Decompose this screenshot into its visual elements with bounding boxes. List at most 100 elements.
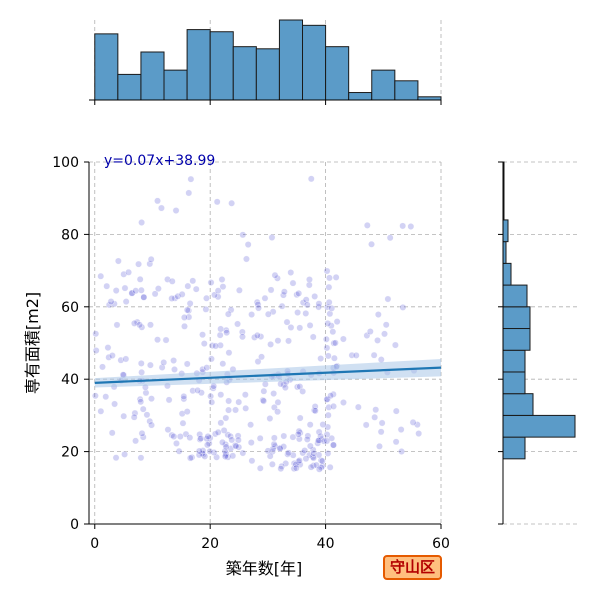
scatter-point <box>239 231 247 239</box>
scatter-point <box>326 310 334 318</box>
y-hist-bar <box>502 219 509 243</box>
scatter-point <box>264 310 272 318</box>
scatter-point <box>371 413 379 421</box>
scatter-point <box>329 328 337 336</box>
scatter-point <box>302 296 310 304</box>
scatter-point <box>146 417 154 425</box>
scatter-point <box>331 339 339 347</box>
scatter-point <box>292 461 300 468</box>
scatter-point <box>186 454 194 462</box>
scatter-point <box>378 419 386 427</box>
x-hist-bar <box>232 46 257 101</box>
x-hist-bar <box>278 19 304 101</box>
scatter-point <box>128 289 136 297</box>
scatter-point <box>277 465 285 473</box>
scatter-point <box>267 286 275 294</box>
scatter-point <box>315 437 322 445</box>
scatter-point <box>136 395 144 403</box>
scatter-point <box>280 432 288 440</box>
scatter-point <box>266 452 274 460</box>
scatter-point <box>200 450 207 458</box>
scatter-point <box>301 447 309 454</box>
scatter-point <box>325 298 333 306</box>
scatter-point <box>398 448 405 455</box>
scatter-point <box>164 426 172 434</box>
scatter-point <box>281 384 289 391</box>
scatter-point <box>154 285 162 293</box>
scatter-point <box>108 352 116 359</box>
scatter-point <box>264 447 272 455</box>
scatter-point <box>340 399 347 406</box>
scatter-point <box>234 320 241 328</box>
scatter-point <box>151 290 159 298</box>
scatter-point <box>221 447 229 455</box>
regression-equation: y=0.07x+38.99 <box>104 153 215 169</box>
scatter-point <box>239 449 247 457</box>
scatter-point <box>147 321 154 329</box>
scatter-point <box>192 285 200 293</box>
scatter-point <box>413 421 421 429</box>
scatter-point <box>185 189 193 197</box>
scatter-point <box>214 287 222 295</box>
scatter-point <box>243 255 250 263</box>
scatter-point <box>210 382 218 390</box>
scatter-point <box>370 351 378 359</box>
scatter-point <box>381 330 388 338</box>
scatter-point <box>219 438 226 446</box>
scatter-point <box>305 281 313 289</box>
scatter-point <box>105 353 113 361</box>
scatter-point <box>307 463 315 471</box>
scatter-point <box>104 344 112 352</box>
scatter-point <box>198 389 205 397</box>
scatter-point <box>302 455 310 463</box>
scatter-point <box>148 421 155 429</box>
scatter-point <box>216 331 224 339</box>
scatter-point <box>303 301 311 309</box>
scatter-point <box>232 406 239 414</box>
scatter-point <box>324 411 332 419</box>
scatter-point <box>139 433 147 441</box>
scatter-point <box>154 197 161 205</box>
scatter-point <box>208 355 215 363</box>
scatter-point <box>196 431 204 438</box>
scatter-point <box>315 465 323 473</box>
scatter-point <box>415 430 423 437</box>
scatter-point <box>315 428 323 436</box>
x-hist-bar <box>140 51 165 101</box>
scatter-point <box>326 463 334 471</box>
scatter-point <box>217 325 225 333</box>
scatter-point <box>189 277 197 285</box>
scatter-point <box>219 283 227 291</box>
scatter-point <box>180 395 188 403</box>
scatter-point <box>208 398 216 406</box>
scatter-point <box>276 445 284 452</box>
scatter-point <box>317 432 325 440</box>
scatter-point <box>146 260 154 268</box>
scatter-point <box>239 333 246 341</box>
scatter-point <box>218 276 226 283</box>
y-tick-label: 60 <box>61 300 79 316</box>
scatter-point <box>207 392 215 400</box>
scatter-point <box>91 392 99 400</box>
scatter-point <box>112 454 120 462</box>
scatter-point <box>255 304 262 312</box>
scatter-point <box>147 255 155 263</box>
y-hist-bar <box>502 349 526 373</box>
regression-layer <box>94 358 442 388</box>
y-tick-label: 0 <box>70 517 79 533</box>
scatter-point <box>244 241 252 248</box>
scatter-point <box>183 306 191 314</box>
scatter-point <box>333 318 341 326</box>
scatter-point <box>224 310 232 318</box>
scatter-point <box>165 396 173 404</box>
scatter-point <box>362 421 370 429</box>
scatter-point <box>136 321 143 329</box>
scatter-point <box>170 433 178 440</box>
scatter-point <box>261 294 269 302</box>
scatter-point <box>307 175 315 183</box>
scatter-point <box>306 442 314 450</box>
scatter-point <box>171 366 178 373</box>
scatter-point <box>160 359 168 366</box>
scatter-point <box>183 408 191 416</box>
